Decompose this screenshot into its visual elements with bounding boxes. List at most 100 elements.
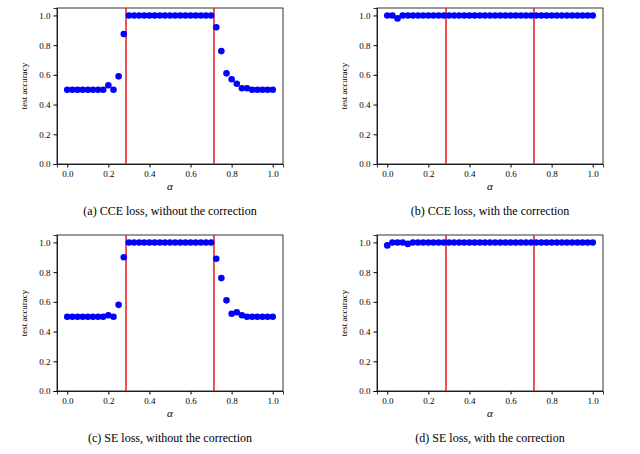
tick-label: 0.8 (227, 396, 239, 406)
tick: 0.6 (39, 297, 57, 307)
panel: 0.00.20.40.60.81.00.00.20.40.60.81.0αtes… (19, 235, 284, 445)
tick-label: 0.0 (39, 159, 51, 169)
tick: 0.6 (185, 164, 197, 179)
panel-title: (a) CCE loss, without the correction (83, 204, 256, 218)
tick: 0.0 (382, 391, 394, 406)
point (120, 31, 127, 38)
tick-mark (374, 242, 378, 243)
tick: 0.6 (505, 391, 517, 406)
tick: 0.4 (464, 164, 476, 179)
tick-label: 0.4 (39, 100, 51, 110)
tick: 1.0 (359, 11, 377, 21)
tick-mark (273, 164, 274, 168)
vertical-line (533, 235, 535, 391)
tick-mark (191, 164, 192, 168)
tick-label: 0.6 (359, 70, 371, 80)
tick: 0.0 (62, 164, 74, 179)
tick-mark (552, 164, 553, 168)
point (223, 297, 230, 304)
tick-mark (273, 391, 274, 395)
tick: 1.0 (39, 238, 57, 248)
tick: 0.2 (423, 391, 434, 406)
tick-mark (387, 164, 388, 168)
tick-mark (54, 45, 58, 46)
plot-frame (57, 235, 283, 391)
tick-mark (593, 164, 594, 168)
marks (384, 235, 596, 391)
tick-label: 0.0 (62, 169, 74, 179)
tick: 0.0 (62, 391, 74, 406)
tick: 0.8 (359, 41, 377, 51)
panel: 0.00.20.40.60.81.00.00.20.40.60.81.0αtes… (19, 8, 284, 218)
tick-label: 0.4 (39, 327, 51, 337)
panel-title: (c) SE loss, without the correction (88, 431, 252, 445)
tick-mark (54, 164, 58, 165)
tick: 0.8 (39, 41, 57, 51)
point (233, 80, 240, 87)
tick-mark (374, 15, 378, 16)
axis-line (378, 165, 604, 168)
tick-mark (374, 332, 378, 333)
axis-line (374, 236, 378, 392)
tick: 1.0 (268, 164, 280, 179)
tick: 0.4 (144, 164, 156, 179)
tick-label: 1.0 (39, 238, 51, 248)
tick-mark (374, 134, 378, 135)
tick-label: 1.0 (268, 169, 280, 179)
tick-label: 0.2 (39, 357, 50, 367)
point (115, 302, 122, 309)
point (589, 12, 596, 19)
tick: 0.2 (359, 130, 377, 140)
tick: 1.0 (268, 391, 280, 406)
tick-label: 1.0 (268, 396, 280, 406)
tick-mark (593, 391, 594, 395)
tick-mark (67, 391, 68, 395)
panel-title: (d) SE loss, with the correction (415, 431, 564, 445)
tick-label: 0.2 (423, 396, 434, 406)
tick-mark (374, 164, 378, 165)
tick: 0.8 (547, 164, 559, 179)
tick-label: 1.0 (359, 11, 371, 21)
tick-label: 0.6 (39, 297, 51, 307)
tick: 0.6 (39, 70, 57, 80)
point (218, 275, 225, 282)
x-axis: 0.00.20.40.60.81.0 (58, 164, 284, 179)
tick-label: 1.0 (359, 238, 371, 248)
x-axis: 0.00.20.40.60.81.0 (378, 164, 604, 179)
point (100, 86, 107, 93)
vertical-line (213, 8, 215, 164)
tick-label: 0.6 (359, 297, 371, 307)
tick-mark (374, 45, 378, 46)
point (115, 73, 122, 80)
plot-frame (377, 8, 603, 164)
tick-mark (374, 361, 378, 362)
tick: 0.0 (359, 386, 377, 396)
tick: 0.0 (382, 164, 394, 179)
point (120, 254, 127, 261)
tick-mark (469, 391, 470, 395)
tick-label: 0.0 (39, 386, 51, 396)
point (213, 24, 220, 31)
tick-mark (149, 164, 150, 168)
axis-line (58, 392, 284, 395)
x-axis: 0.00.20.40.60.81.0 (58, 391, 284, 406)
tick-label: 0.8 (39, 268, 51, 278)
tick-label: 0.2 (103, 169, 114, 179)
axis-line (58, 165, 284, 168)
tick: 0.2 (103, 164, 114, 179)
tick: 0.6 (505, 164, 517, 179)
tick-mark (54, 242, 58, 243)
tick-label: 0.4 (359, 327, 371, 337)
axis-line (378, 392, 604, 395)
point (269, 313, 276, 320)
tick-mark (54, 361, 58, 362)
tick-label: 0.6 (185, 396, 197, 406)
panel: 0.00.20.40.60.81.00.00.20.40.60.81.0αtes… (339, 8, 604, 218)
tick-mark (511, 164, 512, 168)
tick-label: 0.4 (144, 169, 156, 179)
tick: 0.2 (39, 357, 57, 367)
tick-mark (54, 134, 58, 135)
tick-mark (191, 391, 192, 395)
panel: 0.00.20.40.60.81.00.00.20.40.60.81.0αtes… (339, 235, 604, 445)
tick: 1.0 (588, 164, 600, 179)
